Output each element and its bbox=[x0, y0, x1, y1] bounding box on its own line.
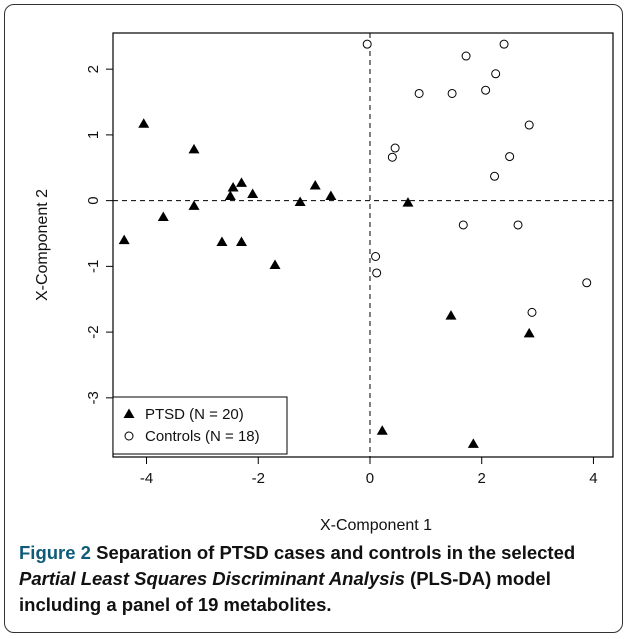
ptsd-point bbox=[269, 259, 281, 270]
control-point bbox=[362, 39, 372, 49]
y-tick-label: -2 bbox=[85, 325, 102, 338]
ptsd-point bbox=[235, 236, 247, 247]
x-tick-label: -4 bbox=[140, 470, 153, 487]
x-axis-label: X-Component 1 bbox=[320, 517, 432, 534]
legend-label: Controls (N = 18) bbox=[145, 428, 260, 445]
control-point bbox=[490, 171, 500, 181]
control-point bbox=[372, 268, 382, 278]
ptsd-point bbox=[247, 188, 259, 199]
control-point bbox=[414, 88, 424, 98]
ptsd-point bbox=[188, 200, 200, 210]
control-point bbox=[491, 69, 501, 79]
ptsd-point bbox=[224, 190, 236, 201]
scatter-chart: -4 -2 0 2 4 -3 -2 -1 0 1 2 X-Component 1 X-Compon… bbox=[34, 32, 614, 534]
ptsd-point bbox=[445, 310, 457, 320]
control-point bbox=[582, 278, 592, 288]
reference-lines bbox=[113, 33, 613, 457]
y-tick-label: 1 bbox=[85, 131, 102, 139]
legend-label: PTSD (N = 20) bbox=[145, 406, 244, 423]
figure-frame bbox=[4, 4, 623, 633]
ptsd-point bbox=[376, 425, 388, 435]
ptsd-point bbox=[227, 181, 239, 192]
y-tick-label: -1 bbox=[85, 260, 102, 273]
control-point bbox=[524, 120, 534, 130]
control-point bbox=[371, 252, 381, 262]
control-point bbox=[481, 85, 491, 95]
ptsd-point bbox=[138, 118, 150, 128]
ptsd-point bbox=[235, 177, 247, 187]
ptsd-point bbox=[467, 438, 479, 448]
control-point bbox=[461, 51, 471, 61]
x-tick-label: -2 bbox=[252, 470, 265, 487]
caption-text-italic: Partial Least Squares Discriminant Analy… bbox=[19, 568, 405, 589]
ptsd-point bbox=[294, 196, 306, 206]
control-point bbox=[390, 143, 400, 153]
figure-caption: Figure 2 Separation of PTSD cases and co… bbox=[19, 540, 619, 618]
legend-ptsd-marker bbox=[123, 408, 135, 418]
ptsd-point bbox=[118, 234, 130, 245]
x-tick-label: 0 bbox=[366, 470, 374, 487]
ptsd-point bbox=[216, 236, 228, 247]
control-point bbox=[513, 220, 523, 230]
ptsd-point bbox=[523, 327, 535, 338]
ptsd-point bbox=[309, 180, 321, 190]
y-axis: -3 -2 -1 0 1 2 bbox=[85, 65, 113, 405]
ptsd-point bbox=[157, 211, 169, 222]
plot-area bbox=[112, 32, 614, 458]
control-point bbox=[447, 88, 457, 98]
data-points bbox=[118, 39, 592, 448]
caption-label: Figure 2 bbox=[19, 542, 91, 563]
legend-control-marker bbox=[124, 431, 134, 441]
control-point bbox=[387, 152, 397, 162]
y-tick-label: -3 bbox=[85, 391, 102, 404]
control-point bbox=[499, 39, 509, 49]
y-tick-label: 0 bbox=[85, 196, 102, 204]
ptsd-point bbox=[402, 197, 414, 207]
control-point bbox=[458, 220, 468, 230]
x-axis: -4 -2 0 2 4 bbox=[140, 457, 598, 487]
x-tick-label: 2 bbox=[478, 470, 486, 487]
x-tick-label: 4 bbox=[589, 470, 597, 487]
caption-text-2: (PLS-DA) model including a panel of 19 m… bbox=[19, 568, 551, 615]
control-point bbox=[527, 307, 537, 317]
ptsd-point bbox=[188, 143, 200, 154]
legend: PTSD (N = 20) Controls (N = 18) bbox=[112, 396, 288, 455]
legend-box bbox=[112, 396, 288, 455]
y-axis-label: X-Component 2 bbox=[34, 189, 51, 301]
y-tick-label: 2 bbox=[85, 65, 102, 73]
ptsd-point bbox=[325, 190, 337, 201]
control-point bbox=[505, 152, 515, 162]
caption-text-1: Separation of PTSD cases and controls in… bbox=[90, 542, 576, 563]
